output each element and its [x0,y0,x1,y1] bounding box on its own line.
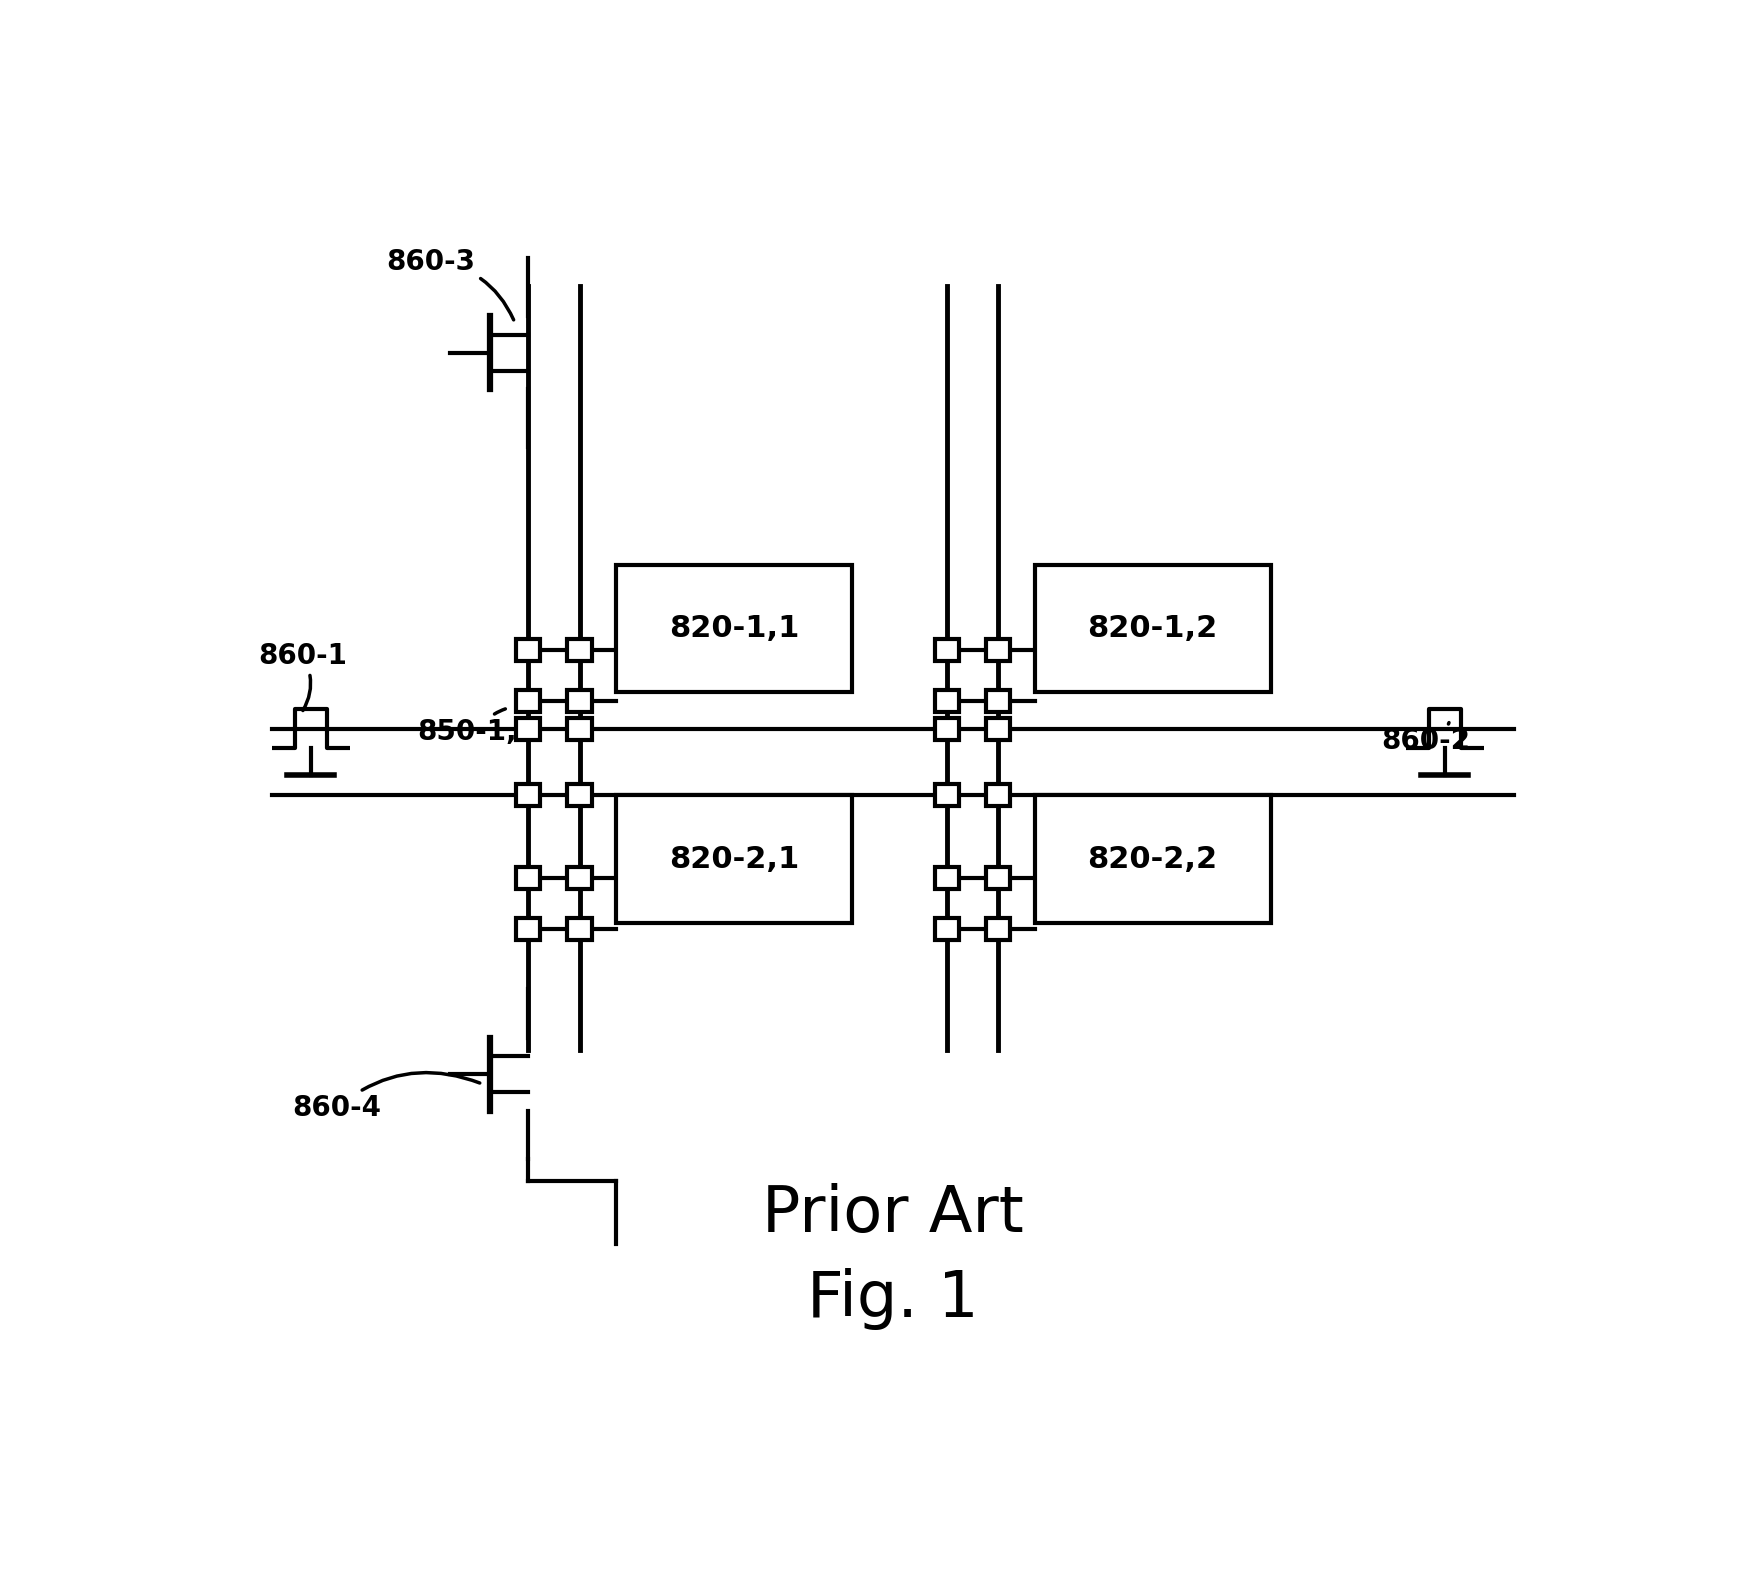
Text: Fig. 1: Fig. 1 [807,1268,979,1329]
Text: 860-4: 860-4 [293,1073,479,1123]
Bar [935,690,958,712]
Bar [935,866,958,888]
Bar [986,718,1010,740]
Bar [568,918,592,940]
Bar [516,718,540,740]
Bar [986,866,1010,888]
Text: Prior Art: Prior Art [761,1183,1024,1244]
Bar [1035,795,1272,923]
Bar [568,690,592,712]
Bar [986,784,1010,806]
Text: 860-2: 860-2 [1381,723,1470,754]
Text: 820-1,1: 820-1,1 [669,614,800,643]
Bar [986,639,1010,662]
Text: 850-1,1: 850-1,1 [418,709,537,747]
Bar [516,918,540,940]
Bar [935,784,958,806]
Bar [986,690,1010,712]
Bar [568,784,592,806]
Bar [986,918,1010,940]
Bar [516,690,540,712]
Bar [1035,565,1272,693]
Text: 820-2,1: 820-2,1 [669,844,800,874]
Bar [617,565,852,693]
Bar [935,639,958,662]
Bar [516,784,540,806]
Bar [568,639,592,662]
Bar [516,639,540,662]
Bar [568,866,592,888]
Bar [568,718,592,740]
Text: 860-3: 860-3 [387,247,514,320]
Bar [935,718,958,740]
Bar [617,795,852,923]
Text: 820-1,2: 820-1,2 [1087,614,1218,643]
Bar [516,866,540,888]
Text: 820-2,2: 820-2,2 [1087,844,1218,874]
Text: 860-1: 860-1 [258,643,347,710]
Bar [935,918,958,940]
